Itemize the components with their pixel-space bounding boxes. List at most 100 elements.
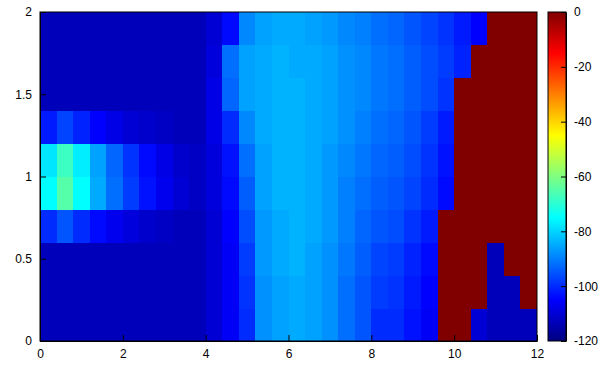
tick: 12 (531, 335, 545, 361)
tick-mark (40, 259, 46, 260)
heatmap-cell (388, 242, 405, 275)
heatmap-cell (206, 177, 223, 210)
heatmap-cell (90, 209, 107, 242)
heatmap-cell (106, 45, 123, 78)
tick-label: 2 (25, 5, 32, 19)
heatmap-cell (305, 45, 322, 78)
heatmap-cell (156, 242, 173, 275)
tick-mark (537, 335, 538, 341)
heatmap-cell (90, 242, 107, 275)
heatmap-cell (239, 242, 256, 275)
heatmap-cell (322, 209, 339, 242)
heatmap-cell (504, 242, 521, 275)
heatmap-cell (421, 45, 438, 78)
heatmap-cell (123, 275, 140, 308)
heatmap-cell (355, 308, 372, 341)
tick: 4 (203, 335, 210, 361)
heatmap-cell (73, 177, 90, 210)
tick: 2 (120, 335, 127, 361)
heatmap-cell (173, 177, 190, 210)
heatmap-cell (421, 111, 438, 144)
heatmap-cell (305, 275, 322, 308)
heatmap-cell (371, 242, 388, 275)
heatmap-cell (222, 111, 239, 144)
heatmap-cell (173, 209, 190, 242)
tick-label: 10 (448, 347, 462, 361)
tick-mark (371, 335, 372, 341)
heatmap-cell (139, 12, 156, 45)
heatmap-cell (206, 45, 223, 78)
heatmap-cell (322, 177, 339, 210)
heatmap-cell (206, 242, 223, 275)
heatmap-cell (57, 12, 74, 45)
tick-label: 0.5 (15, 252, 32, 266)
heatmap-cell (139, 45, 156, 78)
heatmap-cell (322, 111, 339, 144)
heatmap-cell (272, 78, 289, 111)
heatmap-cell (239, 111, 256, 144)
heatmap-cell (123, 144, 140, 177)
heatmap-cell (438, 177, 455, 210)
heatmap-cell (338, 177, 355, 210)
heatmap-cell (206, 308, 223, 341)
tick-mark (561, 122, 566, 123)
tick-mark (40, 94, 46, 95)
heatmap-cell (189, 209, 206, 242)
heatmap-cell (222, 209, 239, 242)
heatmap-cell (272, 209, 289, 242)
heatmap-cell (438, 12, 455, 45)
heatmap-cell (438, 111, 455, 144)
tick-label: 1.5 (15, 88, 32, 102)
heatmap-cell (338, 12, 355, 45)
heatmap-cell (388, 12, 405, 45)
heatmap-cell (289, 308, 306, 341)
tick-mark (454, 335, 455, 341)
heatmap-cell (338, 308, 355, 341)
heatmap-cell (139, 209, 156, 242)
heatmap-cell (388, 177, 405, 210)
heatmap-cell (40, 177, 57, 210)
tick-label: 6 (286, 347, 293, 361)
tick-label: -20 (574, 60, 592, 74)
tick-label: 2 (120, 347, 127, 361)
heatmap-cell (222, 45, 239, 78)
heatmap-cell (206, 111, 223, 144)
heatmap-cell (189, 111, 206, 144)
chart: 02468101200.511.520-20-40-60-80-100-120 (0, 0, 608, 369)
heatmap-cell (355, 78, 372, 111)
heatmap-cell (40, 78, 57, 111)
heatmap-cell (388, 275, 405, 308)
heatmap-cell (239, 275, 256, 308)
tick: 1.5 (15, 88, 46, 102)
heatmap-cell (272, 111, 289, 144)
heatmap-cell (272, 242, 289, 275)
heatmap-cell (487, 45, 504, 78)
heatmap-cell (371, 111, 388, 144)
heatmap-cell (520, 12, 537, 45)
heatmap-cell (454, 275, 471, 308)
heatmap-cell (421, 209, 438, 242)
heatmap-cell (504, 111, 521, 144)
tick-mark (206, 335, 207, 341)
heatmap-cell (40, 242, 57, 275)
heatmap-cell (371, 12, 388, 45)
tick-mark (561, 67, 566, 68)
heatmap-cell (305, 308, 322, 341)
heatmap-cell (123, 111, 140, 144)
heatmap-cell (471, 275, 488, 308)
heatmap-cell (322, 308, 339, 341)
heatmap-cell (471, 209, 488, 242)
heatmap-cell (487, 275, 504, 308)
heatmap-cell (189, 78, 206, 111)
heatmap-cell (421, 242, 438, 275)
heatmap-cell (404, 177, 421, 210)
heatmap-cell (305, 12, 322, 45)
heatmap-cell (57, 308, 74, 341)
heatmap-cell (421, 275, 438, 308)
heatmap-cell (322, 242, 339, 275)
heatmap-cell (73, 308, 90, 341)
tick: 6 (286, 335, 293, 361)
heatmap-cell (272, 177, 289, 210)
heatmap-cell (322, 144, 339, 177)
heatmap-cell (40, 275, 57, 308)
